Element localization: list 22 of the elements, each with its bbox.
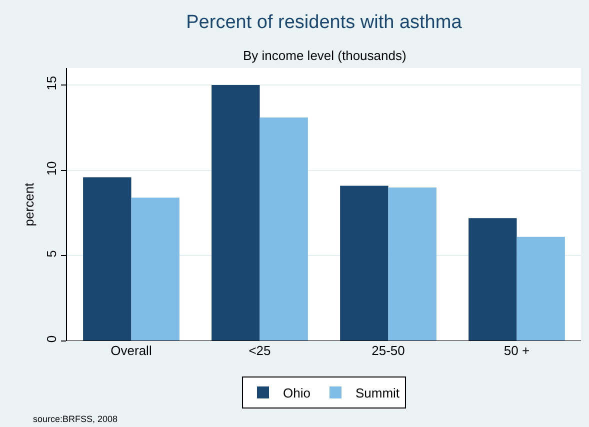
x-tick-label: Overall (110, 343, 152, 358)
y-tick-label: 15 (44, 76, 59, 90)
bar (83, 177, 132, 341)
y-tick-label: 0 (44, 335, 59, 343)
bar (516, 236, 565, 341)
bar (260, 117, 308, 341)
chart-subtitle: By income level (thousands) (243, 48, 406, 63)
bar (212, 85, 260, 341)
legend-label: Summit (355, 386, 400, 401)
source-note: source:BRFSS, 2008 (33, 414, 118, 424)
x-tick-label: <25 (248, 343, 271, 358)
y-axis-title: percent (22, 182, 37, 226)
bar (131, 198, 180, 341)
chart-title: Percent of residents with asthma (186, 12, 462, 34)
bar (340, 186, 388, 341)
y-tick-label: 10 (44, 161, 59, 176)
x-tick-label: 50 + (504, 343, 530, 358)
bar (468, 218, 517, 341)
y-tick-label: 5 (44, 250, 59, 258)
legend-label: Ohio (283, 386, 310, 401)
x-tick-label: 25-50 (372, 343, 405, 358)
bar (388, 187, 436, 341)
